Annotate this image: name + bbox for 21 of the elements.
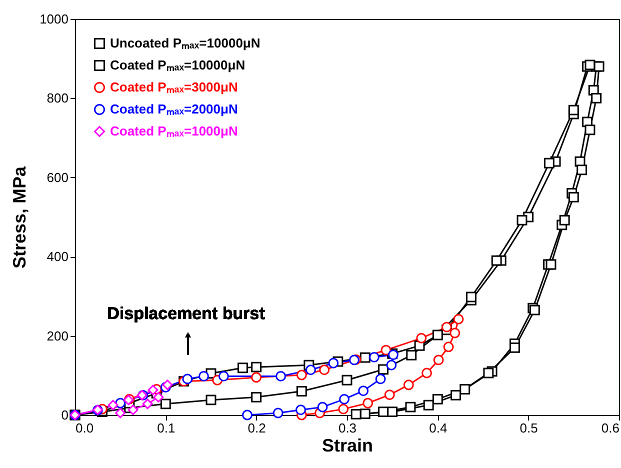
y-tick-label: 0 [61, 408, 68, 422]
legend-label: Uncoated Pₘₐₓ=10000μN [110, 36, 260, 50]
y-tick-label: 800 [46, 90, 68, 106]
legend-label: Coated Pₘₐₓ=10000μN [110, 58, 246, 72]
y-axis-title: Stress, MPa [10, 165, 30, 269]
y-tick-label: 400 [46, 249, 68, 264]
annotation: Displacement burst [107, 304, 266, 323]
y-tick-label: 200 [46, 328, 68, 344]
x-axis-title: Strain [322, 436, 374, 456]
legend-label: Coated Pₘₐₓ=1000μN [110, 124, 238, 138]
x-tick-label: 0.3 [338, 420, 357, 436]
x-tick-label: 0.0 [76, 420, 94, 436]
x-tick-label: 0.4 [429, 420, 448, 436]
y-tick-label: 1000 [40, 12, 68, 26]
legend-label: Coated Pₘₐₓ=2000μN [110, 102, 238, 116]
x-tick-label: 0.6 [601, 420, 620, 436]
x-tick-label: 0.5 [520, 420, 538, 436]
x-tick-label: 0.1 [157, 420, 176, 436]
x-tick-label: 0.2 [248, 420, 266, 436]
y-tick-label: 600 [46, 170, 68, 185]
legend-label: Coated Pₘₐₓ=3000μN [110, 80, 238, 94]
